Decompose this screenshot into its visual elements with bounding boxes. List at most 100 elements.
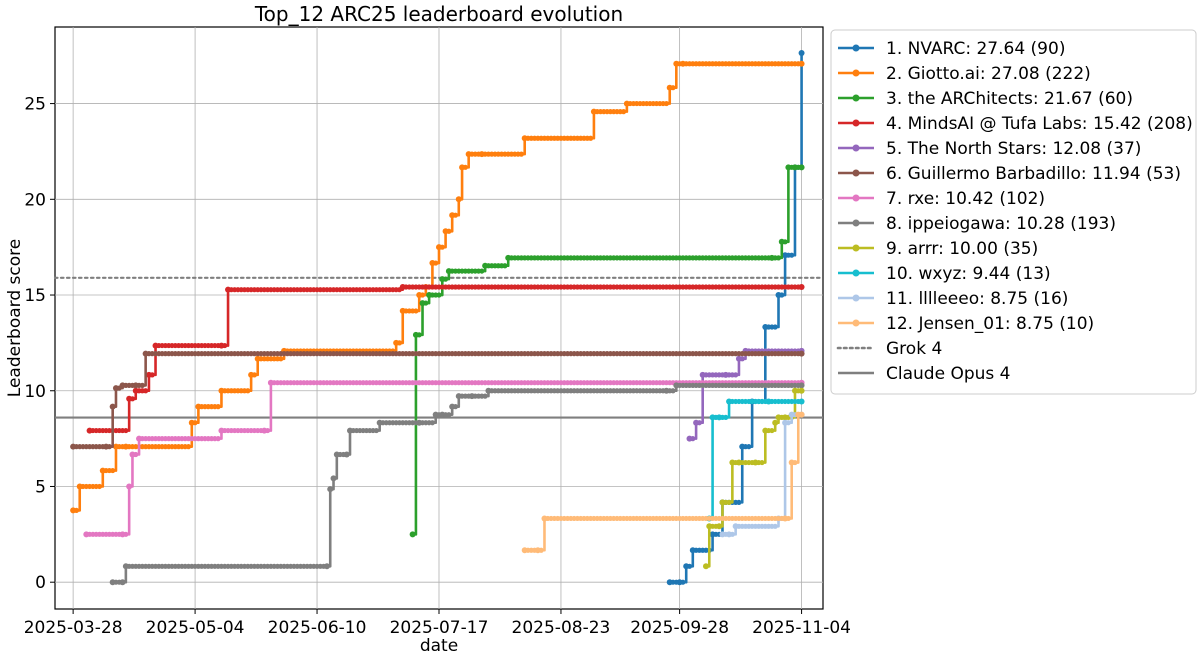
data-point <box>779 515 785 522</box>
data-point <box>143 388 149 394</box>
data-point <box>129 382 136 388</box>
chart-title: Top_12 ARC25 leaderboard evolution <box>254 2 623 26</box>
data-point <box>215 436 221 442</box>
legend-marker <box>852 94 860 102</box>
data-point <box>663 100 670 107</box>
data-point <box>736 499 742 505</box>
legend-label: 9. arrr: 10.00 (35) <box>886 239 1038 259</box>
data-point <box>782 239 788 245</box>
y-tick-label: 20 <box>24 190 46 210</box>
legend-marker <box>852 194 860 202</box>
data-point <box>739 356 745 362</box>
legend-label: 6. Guillermo Barbadillo: 11.94 (53) <box>886 164 1181 184</box>
data-point <box>149 372 155 378</box>
legend-frame <box>830 29 1197 395</box>
data-point <box>789 252 795 258</box>
data-point <box>660 388 666 394</box>
data-point <box>436 292 442 298</box>
series-line <box>89 285 802 432</box>
data-point <box>439 244 445 250</box>
legend-entry: 2. Giotto.ai: 27.08 (222) <box>838 64 1091 84</box>
legend-marker <box>852 219 860 227</box>
series-6 <box>70 350 805 450</box>
data-point <box>455 196 462 203</box>
series-line <box>86 381 802 536</box>
y-tick-label: 15 <box>24 286 46 306</box>
data-point <box>321 563 327 569</box>
legend-marker <box>852 319 860 327</box>
series-7 <box>83 379 805 538</box>
data-point <box>795 284 801 290</box>
legend-marker <box>852 244 860 252</box>
series-12 <box>521 411 805 554</box>
x-axis-label: date <box>420 636 458 656</box>
series-5 <box>686 347 805 442</box>
y-tick-label: 10 <box>24 382 46 402</box>
legend-label: 5. The North Stars: 12.08 (37) <box>886 139 1141 159</box>
legend-entry: 3. the ARChitects: 21.67 (60) <box>838 89 1133 109</box>
series-line <box>112 384 802 584</box>
data-point <box>772 324 778 330</box>
data-point <box>775 255 782 261</box>
data-point <box>251 372 258 378</box>
grid <box>55 27 823 609</box>
data-point <box>538 547 544 553</box>
data-point <box>482 393 488 399</box>
legend-label: 10. wxyz: 9.44 (13) <box>886 264 1051 284</box>
data-point <box>139 382 145 388</box>
data-point <box>729 531 735 537</box>
legend-label: 7. rxe: 10.42 (102) <box>886 189 1045 209</box>
data-point <box>96 483 103 490</box>
data-point <box>690 436 696 442</box>
data-point <box>119 444 126 450</box>
series-line <box>524 413 802 552</box>
x-tick-label: 2025-09-28 <box>630 618 729 638</box>
data-point <box>749 459 755 466</box>
y-tick-label: 25 <box>24 95 46 115</box>
legend: 1. NVARC: 27.64 (90) 2. Giotto.ai: 27.08 … <box>830 29 1197 395</box>
x-tick-label: 2025-11-04 <box>752 618 851 638</box>
data-point <box>116 531 122 537</box>
data-point <box>436 412 442 418</box>
legend-label: Claude Opus 4 <box>886 364 1010 384</box>
x-tick-label: 2025-05-04 <box>146 618 245 638</box>
series-2 <box>70 60 805 514</box>
data-point <box>215 404 221 410</box>
data-point <box>446 228 452 234</box>
data-point <box>795 61 801 67</box>
legend-label: 8. ippeiogawa: 10.28 (193) <box>886 214 1116 234</box>
data-point <box>123 531 129 537</box>
data-point <box>278 356 284 362</box>
data-point <box>416 332 422 338</box>
y-tick-label: 0 <box>35 573 46 593</box>
legend-label: Grok 4 <box>886 339 942 359</box>
data-point <box>746 444 752 450</box>
data-point <box>413 308 419 314</box>
data-point <box>340 451 347 458</box>
data-point <box>429 420 436 426</box>
legend-marker <box>852 119 860 127</box>
data-point <box>327 486 334 493</box>
series-line <box>73 352 802 448</box>
data-point <box>795 164 801 170</box>
data-point <box>531 547 538 553</box>
data-point <box>396 287 403 293</box>
axis-ticks: 2025-03-28 2025-05-04 2025-06-10 2025-07-17… <box>24 95 851 638</box>
data-point <box>518 151 525 157</box>
data-point <box>330 475 337 482</box>
data-point <box>772 419 779 426</box>
data-point <box>702 563 709 570</box>
data-point <box>396 340 403 346</box>
data-point <box>723 531 729 537</box>
legend-marker <box>852 44 860 52</box>
legend-entry: Grok 4 <box>836 339 942 359</box>
data-point <box>110 467 116 474</box>
data-point <box>133 451 139 458</box>
data-point <box>452 212 459 218</box>
data-point <box>713 523 719 529</box>
data-point <box>100 444 106 450</box>
data-point <box>423 300 429 306</box>
data-point <box>446 412 452 418</box>
data-point <box>588 135 594 141</box>
